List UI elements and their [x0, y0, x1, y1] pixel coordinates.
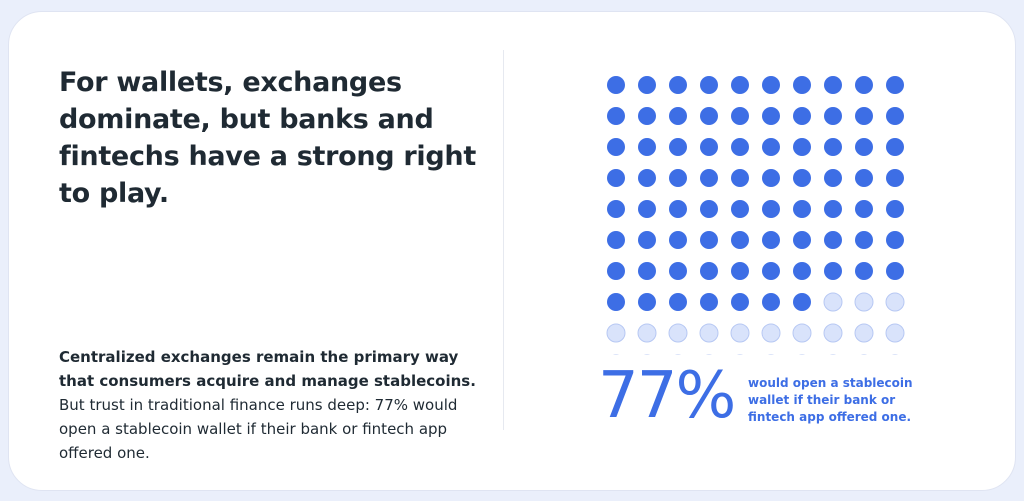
waffle-dot-filled [607, 107, 625, 125]
waffle-dot-filled [731, 200, 749, 218]
waffle-dot-filled [731, 262, 749, 280]
waffle-dot-filled [824, 138, 842, 156]
waffle-dot-filled [793, 293, 811, 311]
waffle-dot-filled [824, 200, 842, 218]
waffle-dot-filled [886, 231, 904, 249]
waffle-dot-empty [699, 323, 719, 343]
waffle-dot-filled [824, 169, 842, 187]
waffle-dot-filled [762, 200, 780, 218]
waffle-dot-filled [638, 169, 656, 187]
waffle-dot-filled [638, 138, 656, 156]
waffle-dot-filled [762, 169, 780, 187]
waffle-dot-empty [730, 323, 750, 343]
waffle-dot-filled [731, 169, 749, 187]
waffle-dot-filled [824, 76, 842, 94]
waffle-dot-filled [700, 200, 718, 218]
body-rest-text: But trust in traditional finance runs de… [59, 396, 458, 462]
waffle-dot-filled [669, 138, 687, 156]
waffle-dot-filled [731, 76, 749, 94]
waffle-dot-empty [885, 323, 905, 343]
waffle-dot-filled [886, 138, 904, 156]
waffle-dot-filled [700, 138, 718, 156]
waffle-dot-filled [700, 293, 718, 311]
waffle-dot-filled [886, 200, 904, 218]
waffle-dot-empty [885, 292, 905, 312]
headline: For wallets, exchanges dominate, but ban… [59, 67, 476, 209]
waffle-dot-empty [668, 323, 688, 343]
waffle-chart [606, 76, 905, 355]
waffle-dot-filled [700, 76, 718, 94]
waffle-dot-filled [824, 262, 842, 280]
waffle-dot-filled [793, 107, 811, 125]
body-lead-text: Centralized exchanges remain the primary… [59, 348, 476, 390]
waffle-dot-empty [854, 292, 874, 312]
stat-percentage: 77% [598, 359, 736, 433]
waffle-dot-filled [886, 262, 904, 280]
waffle-dot-filled [824, 107, 842, 125]
waffle-dot-filled [607, 169, 625, 187]
waffle-dot-filled [669, 169, 687, 187]
waffle-dot-filled [700, 107, 718, 125]
waffle-dot-filled [793, 138, 811, 156]
waffle-dot-empty [606, 323, 626, 343]
waffle-dot-filled [607, 293, 625, 311]
waffle-dot-filled [700, 169, 718, 187]
waffle-dot-filled [669, 262, 687, 280]
column-divider [503, 50, 504, 430]
waffle-dot-filled [793, 200, 811, 218]
waffle-dot-filled [762, 107, 780, 125]
body-paragraph: Centralized exchanges remain the primary… [59, 345, 489, 465]
waffle-dot-filled [638, 76, 656, 94]
waffle-dot-filled [607, 138, 625, 156]
waffle-dot-filled [638, 107, 656, 125]
waffle-dot-empty [854, 323, 874, 343]
waffle-dot-empty [823, 292, 843, 312]
waffle-dot-empty [792, 323, 812, 343]
waffle-dot-filled [886, 76, 904, 94]
waffle-dot-filled [855, 200, 873, 218]
waffle-dot-filled [731, 138, 749, 156]
stat-caption: would open a stablecoin wallet if their … [748, 376, 913, 424]
waffle-dot-filled [855, 138, 873, 156]
waffle-dot-filled [762, 138, 780, 156]
waffle-dot-filled [607, 262, 625, 280]
waffle-dot-filled [855, 262, 873, 280]
waffle-dot-filled [669, 231, 687, 249]
waffle-dot-filled [855, 76, 873, 94]
waffle-dot-empty [823, 323, 843, 343]
waffle-dot-filled [886, 107, 904, 125]
waffle-dot-filled [607, 76, 625, 94]
waffle-dot-filled [669, 293, 687, 311]
waffle-dot-filled [607, 200, 625, 218]
waffle-dot-filled [824, 231, 842, 249]
waffle-dot-filled [638, 293, 656, 311]
waffle-dot-filled [607, 231, 625, 249]
waffle-dot-filled [669, 107, 687, 125]
waffle-dot-filled [793, 231, 811, 249]
waffle-dot-filled [700, 231, 718, 249]
waffle-dot-filled [669, 200, 687, 218]
waffle-dot-filled [855, 169, 873, 187]
waffle-dot-filled [762, 293, 780, 311]
waffle-dot-filled [638, 200, 656, 218]
waffle-dot-filled [731, 107, 749, 125]
waffle-dot-filled [731, 231, 749, 249]
waffle-dot-filled [731, 293, 749, 311]
infographic-card: For wallets, exchanges dominate, but ban… [8, 11, 1016, 491]
waffle-dot-filled [793, 262, 811, 280]
waffle-dot-filled [669, 76, 687, 94]
waffle-dot-filled [793, 76, 811, 94]
waffle-dot-filled [855, 231, 873, 249]
waffle-dot-filled [762, 262, 780, 280]
waffle-dot-filled [638, 231, 656, 249]
waffle-dot-filled [793, 169, 811, 187]
waffle-dot-filled [700, 262, 718, 280]
waffle-dot-filled [855, 107, 873, 125]
waffle-dot-filled [762, 76, 780, 94]
waffle-dot-empty [761, 323, 781, 343]
waffle-dot-filled [762, 231, 780, 249]
waffle-dot-filled [886, 169, 904, 187]
waffle-dot-empty [637, 323, 657, 343]
waffle-dot-filled [638, 262, 656, 280]
